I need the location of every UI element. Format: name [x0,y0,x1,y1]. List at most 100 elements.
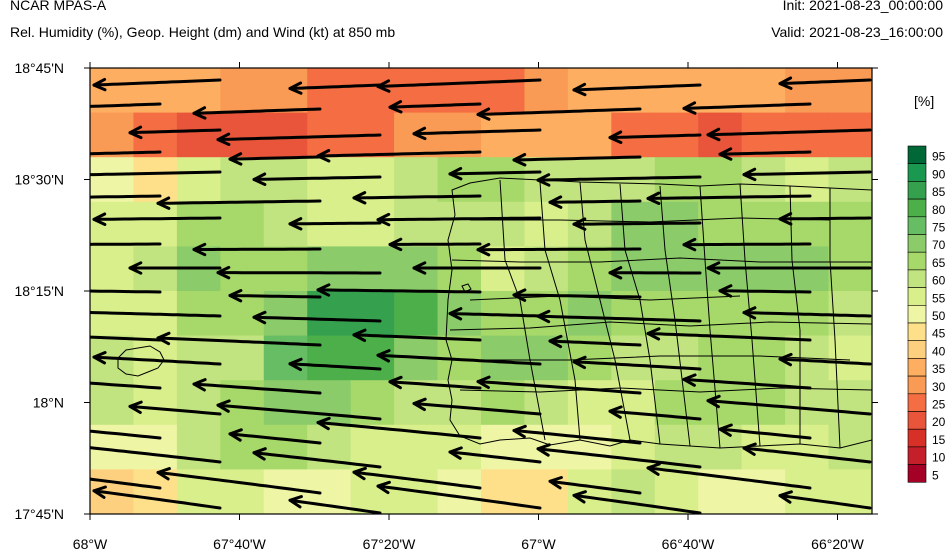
wind-streamline [778,357,872,366]
wind-arrowhead [412,397,427,412]
wind-streamline [778,494,872,510]
wind-arrowhead [70,332,81,342]
wind-arrowhead [252,447,267,461]
wind-arrowhead [608,130,623,144]
wind-streamline [412,128,542,136]
wind-streamline [376,216,542,222]
humidity-cell [698,157,743,203]
wind-streamline [376,484,542,510]
colorbar-level-label: 10 [932,451,946,465]
humidity-cell [741,469,786,514]
colorbar-swatch [907,340,927,359]
wind-arrowhead [58,440,69,450]
wind-streamline [778,78,872,86]
colorbar-swatch [907,145,927,165]
wind-arrowhead [718,284,733,298]
wind-arrowhead [778,352,793,367]
colorbar-swatch [907,216,927,235]
wind-arrowhead [572,217,587,231]
humidity-cell [785,68,830,114]
humidity-cell [176,335,221,381]
wind-arrowhead [288,217,303,231]
wind-arrowhead [706,127,721,142]
wind-arrowhead [156,331,171,346]
wind-streamline [128,128,222,135]
wind-arrowhead [376,480,391,495]
colorbar-swatch [907,304,927,324]
wind-arrowhead [572,82,587,97]
wind-streamline [536,314,702,323]
wind-streamline [718,289,812,294]
longitude-label: 68°W [73,536,108,552]
wind-arrowhead [548,476,563,490]
wind-arrowhead [34,422,45,432]
colorbar-swatch [907,464,927,483]
colorbar-level-label: 35 [932,362,946,376]
wind-arrowhead [388,375,403,390]
colorbar-level-label: 90 [932,167,946,181]
colorbar-level-label: 45 [932,327,946,341]
wind-arrowhead [778,76,793,90]
wind-streamline [90,446,222,464]
wind-arrowhead [288,81,303,95]
colorbar-level-label: 20 [932,415,946,429]
colorbar-swatch [907,411,927,430]
wind-arrowhead [742,442,757,456]
wind-streamline [90,102,162,108]
wind-arrowhead [448,307,463,321]
wind-arrowhead [352,466,367,481]
longitude-label: 67°40'W [213,536,266,552]
humidity-cell [220,68,265,114]
wind-streamline [90,335,162,342]
wind-arrowhead [228,152,243,166]
wind-arrowhead [608,266,623,280]
humidity-cell [785,424,830,470]
colorbar-swatch [907,322,927,342]
colorbar-level-label: 5 [932,468,939,482]
wind-arrowhead [388,100,403,114]
humidity-cell [220,291,265,337]
mona-island [117,345,165,377]
humidity-cell [350,424,395,470]
wind-streamline [228,432,322,445]
colorbar-level-label: 80 [932,203,946,217]
humidity-cell [263,246,308,292]
wind-streamline [476,107,642,116]
init-time: Init: 2021-08-23_00:00:00 [782,0,943,13]
wind-streamline [92,355,222,366]
humidity-cell [741,112,786,158]
wind-arrowhead [156,196,171,210]
colorbar-level-label: 55 [932,291,946,305]
humidity-cell [263,380,308,426]
wind-streamline [316,150,482,158]
humidity-cell [90,246,135,292]
humidity-cell [524,335,569,381]
humidity-cell [133,112,178,158]
humidity-cell [785,201,830,247]
wind-arrowhead [476,242,491,257]
wind-streamline [156,336,322,347]
humidity-cell [741,201,786,247]
humidity-cell [654,68,699,114]
humidity-cell [524,201,569,247]
humidity-cell [654,157,699,203]
colorbar-swatch [907,446,927,465]
wind-streamline [572,221,702,226]
wind-arrowhead [388,237,403,252]
wind-streamline [92,216,222,221]
colorbar-swatch [907,198,927,218]
wind-arrowhead [252,172,267,186]
colorbar-swatch [907,428,927,448]
wind-arrowhead [476,107,491,121]
humidity-cell [307,68,352,114]
humidity-cell [350,335,395,381]
wind-streamline [742,170,872,177]
wind-streamline [536,447,702,469]
wind-arrowhead [128,400,143,414]
wind-arrowhead [536,443,551,457]
wind-streamline [376,78,542,88]
wind-arrowhead [548,195,563,209]
humidity-cell [567,291,612,337]
wind-streamline [316,288,482,294]
wind-streamline [682,102,812,110]
